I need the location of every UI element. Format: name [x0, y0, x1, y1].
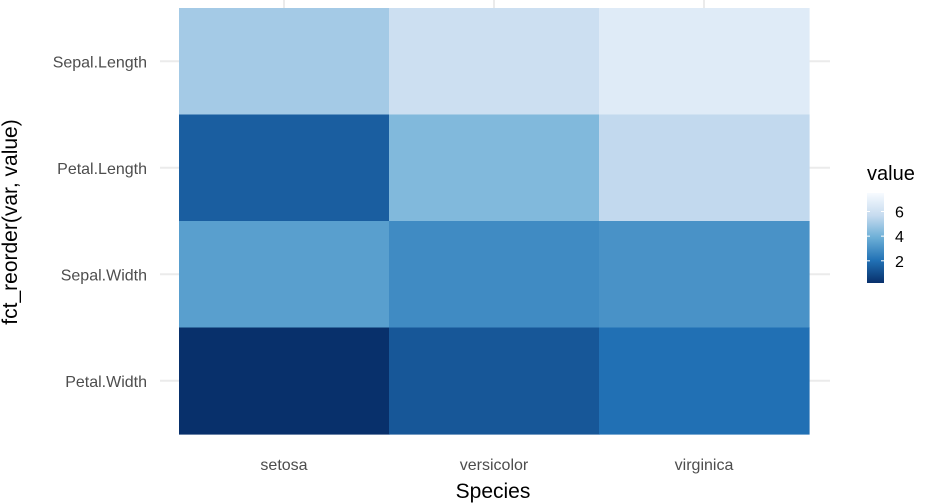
legend-title: value [867, 163, 915, 185]
x-tick-label: virginica [675, 457, 734, 474]
y-tick-label: Petal.Length [57, 161, 147, 178]
heatmap-cells [179, 8, 810, 435]
x-axis-title: Species [456, 480, 531, 503]
legend-tick-label: 2 [895, 254, 904, 271]
heatmap-cell [179, 221, 390, 329]
heatmap-cell [179, 327, 390, 435]
heatmap-cell [179, 8, 390, 116]
legend-tick-label: 4 [895, 229, 904, 246]
heatmap-cell [599, 8, 810, 116]
legend-ticks: 2 4 6 [867, 204, 904, 271]
color-legend: value 2 4 6 [867, 163, 915, 283]
heatmap-cell [599, 114, 810, 222]
y-tick-label: Petal.Width [65, 374, 147, 391]
x-tick-label: setosa [260, 457, 307, 474]
heatmap-cell [389, 8, 600, 116]
heatmap-cell [389, 114, 600, 222]
x-axis-ticks: setosa versicolor virginica [260, 457, 733, 474]
heatmap-cell [179, 114, 390, 222]
heatmap-cell [389, 327, 600, 435]
y-axis-title: fct_reorder(var, value) [0, 119, 22, 324]
heatmap-cell [599, 221, 810, 329]
heatmap-cell [599, 327, 810, 435]
legend-tick-label: 6 [895, 204, 904, 221]
y-axis-ticks: Sepal.Length Petal.Length Sepal.Width Petal… [53, 54, 147, 391]
x-tick-label: versicolor [460, 457, 529, 474]
legend-colorbar [867, 193, 884, 283]
y-tick-label: Sepal.Width [61, 267, 147, 284]
y-tick-label: Sepal.Length [53, 54, 147, 71]
heatmap-cell [389, 221, 600, 329]
